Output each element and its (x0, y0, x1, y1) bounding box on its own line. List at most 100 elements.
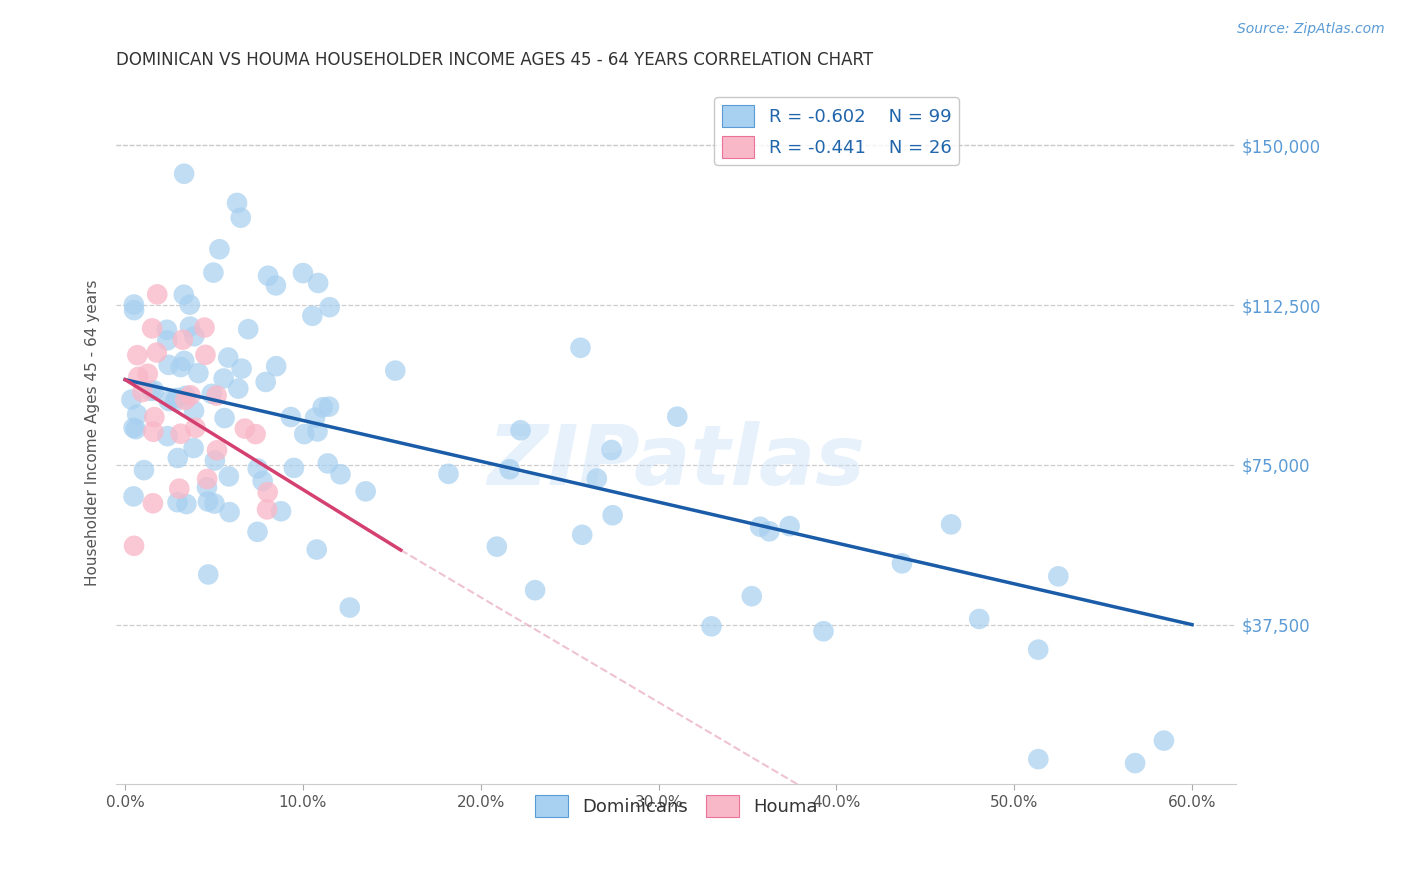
Point (156, 334, 179, 348)
Point (229, 211, 252, 225)
Point (202, 266, 225, 280)
Point (307, 425, 329, 439)
Point (197, 494, 219, 508)
Point (131, 385, 153, 400)
Point (305, 542, 328, 557)
Point (499, 462, 522, 476)
Point (252, 474, 274, 488)
Point (156, 323, 179, 337)
Point (741, 589, 763, 603)
Point (205, 388, 228, 402)
Point (146, 287, 169, 301)
Point (218, 505, 240, 519)
Point (205, 443, 228, 458)
Point (193, 320, 215, 334)
Point (172, 333, 194, 347)
Point (233, 422, 256, 436)
Point (141, 321, 163, 335)
Point (1123, 756, 1146, 771)
Point (157, 358, 180, 372)
Point (231, 361, 253, 376)
Point (166, 391, 188, 405)
Point (301, 309, 323, 323)
Point (183, 441, 205, 455)
Point (167, 482, 190, 496)
Point (218, 469, 240, 483)
Point (758, 524, 780, 539)
Point (339, 600, 361, 615)
Point (813, 624, 835, 639)
Point (156, 429, 179, 443)
Point (174, 392, 197, 407)
Point (179, 388, 201, 402)
Point (256, 502, 278, 516)
Point (939, 517, 962, 532)
Point (195, 480, 218, 494)
Point (173, 167, 195, 181)
Point (173, 287, 195, 301)
Point (318, 300, 340, 314)
Point (264, 359, 287, 374)
Point (749, 520, 772, 534)
Point (585, 472, 607, 486)
Point (146, 345, 169, 359)
Point (1026, 752, 1049, 766)
Point (602, 508, 624, 523)
Point (142, 496, 165, 510)
Point (136, 367, 159, 381)
Point (1026, 642, 1049, 657)
Point (217, 351, 239, 365)
Point (125, 422, 148, 436)
Point (238, 322, 260, 336)
Point (318, 400, 340, 414)
Point (163, 394, 186, 409)
Text: Source: ZipAtlas.com: Source: ZipAtlas.com (1237, 22, 1385, 37)
Point (166, 450, 188, 465)
Point (143, 384, 166, 398)
Point (195, 472, 218, 486)
Point (183, 404, 205, 418)
Point (208, 242, 231, 256)
Point (779, 519, 801, 533)
Point (437, 467, 460, 481)
Point (509, 423, 531, 437)
Point (316, 457, 339, 471)
Point (127, 370, 149, 384)
Point (157, 394, 180, 409)
Point (256, 485, 278, 500)
Point (204, 497, 226, 511)
Point (166, 495, 188, 509)
Point (179, 319, 201, 334)
Point (311, 401, 333, 415)
Point (257, 268, 280, 283)
Point (264, 278, 287, 293)
Point (212, 371, 235, 385)
Point (127, 408, 149, 422)
Point (173, 354, 195, 368)
Point (197, 567, 219, 582)
Point (122, 490, 145, 504)
Point (122, 421, 145, 435)
Point (143, 410, 166, 425)
Point (891, 557, 914, 571)
Point (127, 348, 149, 362)
Point (280, 410, 302, 425)
Point (245, 427, 267, 442)
Point (121, 392, 143, 407)
Point (270, 504, 292, 518)
Point (176, 497, 198, 511)
Point (170, 360, 193, 375)
Text: ZIPatlas: ZIPatlas (488, 420, 865, 501)
Point (214, 411, 236, 425)
Point (226, 382, 249, 396)
Point (700, 619, 723, 633)
Point (329, 467, 352, 482)
Point (179, 298, 201, 312)
Point (169, 426, 191, 441)
Point (571, 528, 593, 542)
Point (1047, 569, 1070, 583)
Point (569, 341, 592, 355)
Point (187, 366, 209, 380)
Point (122, 539, 145, 553)
Point (292, 427, 315, 442)
